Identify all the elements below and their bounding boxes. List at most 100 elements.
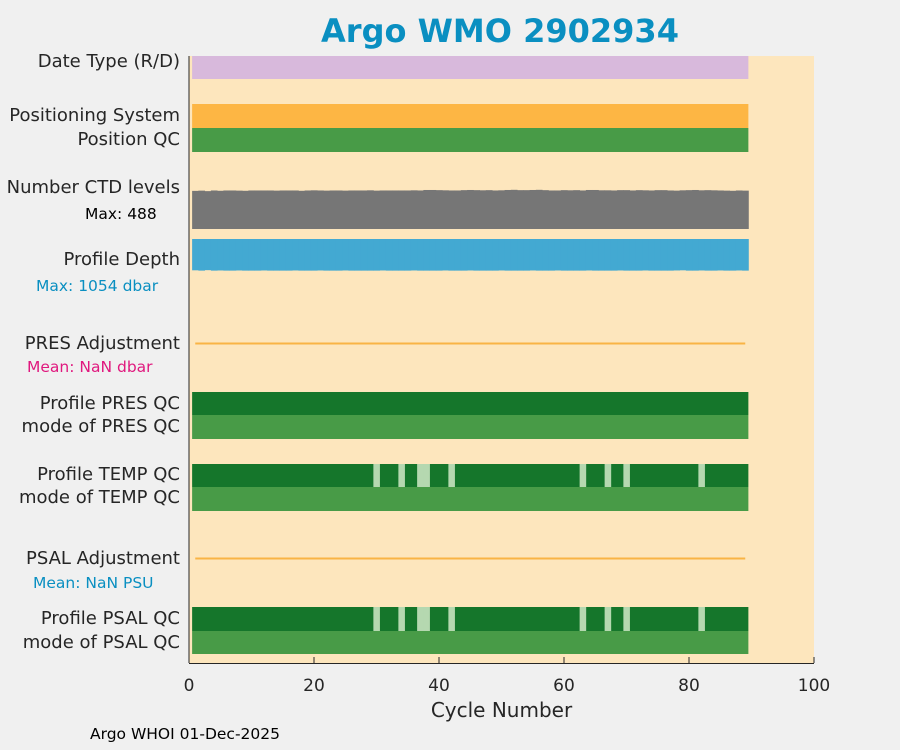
psal-mean-label: Mean: NaN PSU	[33, 574, 154, 592]
psal-qc-flag	[423, 607, 430, 631]
label-position-qc: Position QC	[77, 129, 180, 150]
profile-temp-qc-bar	[192, 464, 749, 487]
profile-depth-bar	[435, 239, 443, 271]
profile-depth-bar	[273, 239, 281, 271]
profile-depth-bar	[629, 239, 637, 271]
psal-qc-flag	[698, 607, 705, 631]
ctd-level-bar	[273, 190, 281, 229]
ctd-level-bar	[298, 190, 306, 229]
ctd-level-bar	[467, 189, 474, 229]
label-psal-adjustment: PSAL Adjustment	[25, 548, 180, 569]
temp-qc-flag	[417, 464, 424, 487]
ctd-level-bar	[329, 190, 337, 229]
label-pres-adjustment: PRES Adjustment	[24, 333, 180, 354]
psal-qc-flag	[623, 607, 630, 631]
x-tick-label: 60	[553, 676, 575, 696]
ctd-level-bar	[435, 190, 443, 229]
psal-qc-flag	[579, 607, 587, 631]
profile-depth-bar	[398, 239, 406, 271]
label-positioning-system: Positioning System	[9, 105, 180, 126]
temp-qc-flag	[373, 464, 380, 487]
profile-depth-bar	[529, 239, 537, 271]
x-tick-label: 0	[184, 676, 195, 696]
profile-depth-bar	[348, 239, 356, 271]
ctd-level-bar	[379, 190, 387, 229]
chart-title: Argo WMO 2902934	[321, 12, 679, 50]
ctd-level-bar	[210, 190, 218, 229]
ctd-level-bar	[304, 190, 312, 229]
profile-depth-bar	[498, 239, 506, 271]
ctd-level-bar	[192, 190, 199, 229]
profile-depth-bar	[260, 239, 268, 271]
ctd-level-bar	[392, 190, 399, 229]
ctd-level-bar	[717, 190, 724, 229]
ctd-level-bar	[704, 190, 712, 229]
profile-depth-bar	[254, 239, 262, 271]
profile-depth-bar	[729, 239, 737, 271]
profile-depth-bar	[723, 239, 731, 271]
mode-pres-qc-bar	[192, 415, 749, 439]
profile-depth-bar	[479, 239, 487, 271]
ctd-level-bar	[567, 190, 574, 229]
psal-qc-flag	[604, 607, 612, 631]
profile-depth-bar	[610, 239, 618, 271]
profile-depth-bar	[448, 239, 456, 271]
profile-depth-bar	[442, 239, 449, 271]
ctd-level-bar	[217, 190, 224, 229]
profile-depth-bar	[560, 239, 568, 271]
profile-depth-bar	[223, 239, 231, 271]
profile-depth-bar	[317, 239, 324, 271]
temp-qc-flag	[398, 464, 405, 487]
profile-depth-bar	[604, 239, 612, 271]
profile-depth-bar	[642, 239, 649, 271]
ctd-level-bar	[310, 190, 318, 229]
temp-qc-flag	[579, 464, 587, 487]
ctd-level-bar	[373, 190, 381, 229]
profile-depth-bar	[548, 239, 556, 271]
plot-area	[189, 56, 814, 663]
ctd-level-bar	[729, 190, 737, 229]
profile-depth-bar	[454, 239, 462, 271]
ctd-level-bar	[267, 190, 274, 229]
ctd-level-bar	[685, 190, 693, 229]
profile-depth-bar	[329, 239, 337, 271]
profile-depth-bar	[267, 239, 274, 271]
profile-depth-bar	[510, 239, 518, 271]
profile-depth-bar	[385, 239, 393, 271]
profile-depth-bar	[198, 239, 206, 271]
profile-depth-bar	[404, 239, 412, 271]
label-profile-depth: Profile Depth	[63, 249, 180, 270]
label-mode-pres-qc: mode of PRES QC	[21, 416, 180, 437]
ctd-level-bar	[442, 190, 449, 229]
ctd-level-bar	[542, 190, 549, 229]
profile-depth-bar	[504, 239, 512, 271]
profile-depth-bar	[679, 239, 687, 271]
profile-depth-bar	[367, 239, 374, 271]
ctd-level-bar	[473, 190, 481, 229]
ctd-level-bar	[623, 190, 631, 229]
profile-depth-bar	[567, 239, 574, 271]
ctd-level-bar	[417, 190, 424, 229]
ctd-level-bar	[654, 190, 662, 229]
psal-qc-flag	[398, 607, 405, 631]
ctd-level-bar	[535, 189, 543, 229]
profile-depth-bar	[698, 239, 706, 271]
ctd-level-bar	[492, 190, 499, 229]
profile-depth-bar	[517, 239, 524, 271]
profile-pres-qc-bar	[192, 392, 749, 415]
ctd-level-bar	[585, 189, 593, 229]
ctd-level-bar	[710, 190, 718, 229]
ctd-level-bar	[635, 190, 643, 229]
ctd-level-bar	[610, 190, 618, 229]
positioning-system-bar	[192, 104, 749, 128]
x-tick-label: 100	[798, 676, 830, 696]
temp-qc-flag	[698, 464, 705, 487]
profile-depth-bar	[292, 239, 299, 271]
ctd-level-bar	[510, 189, 518, 229]
profile-depth-bar	[617, 239, 624, 271]
profile-depth-bar	[410, 239, 418, 271]
temp-qc-flag	[604, 464, 612, 487]
footer-credit: Argo WHOI 01-Dec-2025	[90, 725, 280, 743]
profile-depth-bar	[235, 239, 243, 271]
